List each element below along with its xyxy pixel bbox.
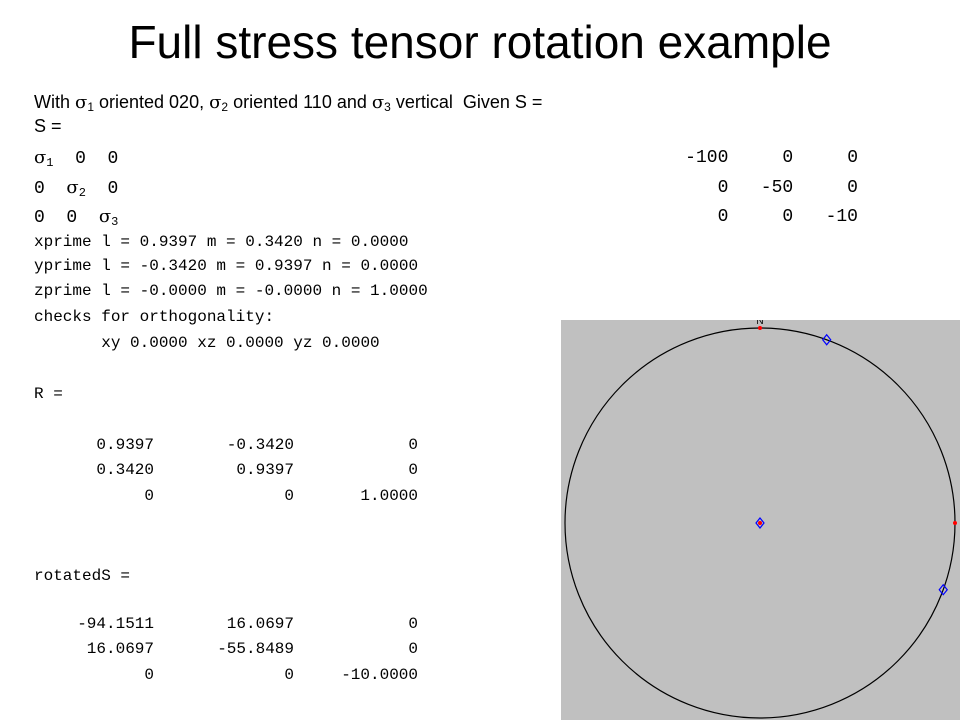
rotated-s-label: rotatedS = <box>34 567 131 585</box>
stereonet-marks <box>755 326 957 596</box>
symbolic-row-1: σ1 0 0 <box>34 146 118 175</box>
sigma-3-subscript: 3 <box>384 100 391 114</box>
principal-stress-marker <box>938 583 949 596</box>
row-rest: 0 0 <box>53 149 119 169</box>
reference-point <box>758 521 762 525</box>
orthogonality-values: xy 0.0000 xz 0.0000 yz 0.0000 <box>34 334 380 352</box>
sigma-symbol: σ <box>66 177 79 198</box>
intro-with: With <box>34 92 70 112</box>
symbolic-row-3: 0 0 σ3 <box>34 205 118 234</box>
r-cell: 0 <box>408 461 418 479</box>
given-row-3: 0 0 -10 <box>717 207 858 227</box>
stereonet: N <box>564 316 957 719</box>
r-cell: 0.9397 <box>96 436 154 454</box>
r-cell: 1.0000 <box>360 487 418 505</box>
sigma-symbol: σ <box>34 147 47 168</box>
rotated-cell: 0 <box>408 640 418 658</box>
r-cell: 0.3420 <box>96 461 154 479</box>
slide-title: Full stress tensor rotation example <box>128 16 832 68</box>
yprime-line: yprime l = -0.3420 m = 0.9397 n = 0.0000 <box>34 257 419 275</box>
sigma-3-symbol: σ <box>371 92 385 113</box>
sigma-1-subscript: 1 <box>87 100 94 114</box>
sigma-2-subscript: 2 <box>221 100 229 114</box>
xprime-line: xprime l = 0.9397 m = 0.3420 n = 0.0000 <box>34 233 409 251</box>
sigma-3-orientation: vertical Given S = <box>390 92 543 112</box>
rotated-cell: 16.0697 <box>86 640 154 658</box>
rotated-cell: -55.8489 <box>217 640 294 658</box>
orthogonality-heading: checks for orthogonality: <box>34 308 275 326</box>
rotated-cell: -10.0000 <box>341 666 418 684</box>
r-matrix-label: R = <box>34 385 63 403</box>
sigma-1-symbol: σ <box>75 92 88 113</box>
sigma-subscript: 2 <box>78 186 86 200</box>
given-row-1: -100 0 0 <box>685 148 858 168</box>
row-rest: 0 <box>85 179 119 199</box>
r-cell: 0 <box>284 487 294 505</box>
r-cell: 0 <box>144 487 154 505</box>
sigma-2-symbol: σ <box>209 92 222 113</box>
principal-stress-marker <box>755 517 765 529</box>
intro-line: With σ1 oriented 020, σ2 oriented 110 an… <box>34 90 542 119</box>
reference-point <box>758 326 762 330</box>
sigma-subscript: 1 <box>46 156 54 170</box>
given-row-2: 0 -50 0 <box>717 178 858 198</box>
r-cell: 0.9397 <box>236 461 294 479</box>
reference-point <box>953 521 957 525</box>
row-pre: 0 <box>34 179 67 199</box>
sigma-1-orientation: oriented 020, <box>94 92 210 112</box>
rotated-cell: 0 <box>408 615 418 633</box>
sigma-subscript: 3 <box>111 215 119 229</box>
north-label: N <box>756 320 763 327</box>
rotated-cell: -94.1511 <box>77 615 154 633</box>
rotated-cell: 0 <box>144 666 154 684</box>
sigma-symbol: σ <box>98 206 112 227</box>
sigma-2-orientation: oriented 110 and <box>228 92 372 112</box>
rotated-cell: 16.0697 <box>226 615 294 633</box>
zprime-line: zprime l = -0.0000 m = -0.0000 n = 1.000… <box>34 282 428 300</box>
principal-stress-marker <box>821 333 832 346</box>
r-cell: 0 <box>408 436 418 454</box>
rotated-cell: 0 <box>284 666 294 684</box>
s-matrix-label: S = <box>34 116 62 136</box>
row-pre: 0 0 <box>34 208 99 228</box>
r-cell: -0.3420 <box>226 436 294 454</box>
stereonet-panel: N <box>561 316 960 720</box>
symbolic-row-2: 0 σ2 0 <box>34 176 118 205</box>
